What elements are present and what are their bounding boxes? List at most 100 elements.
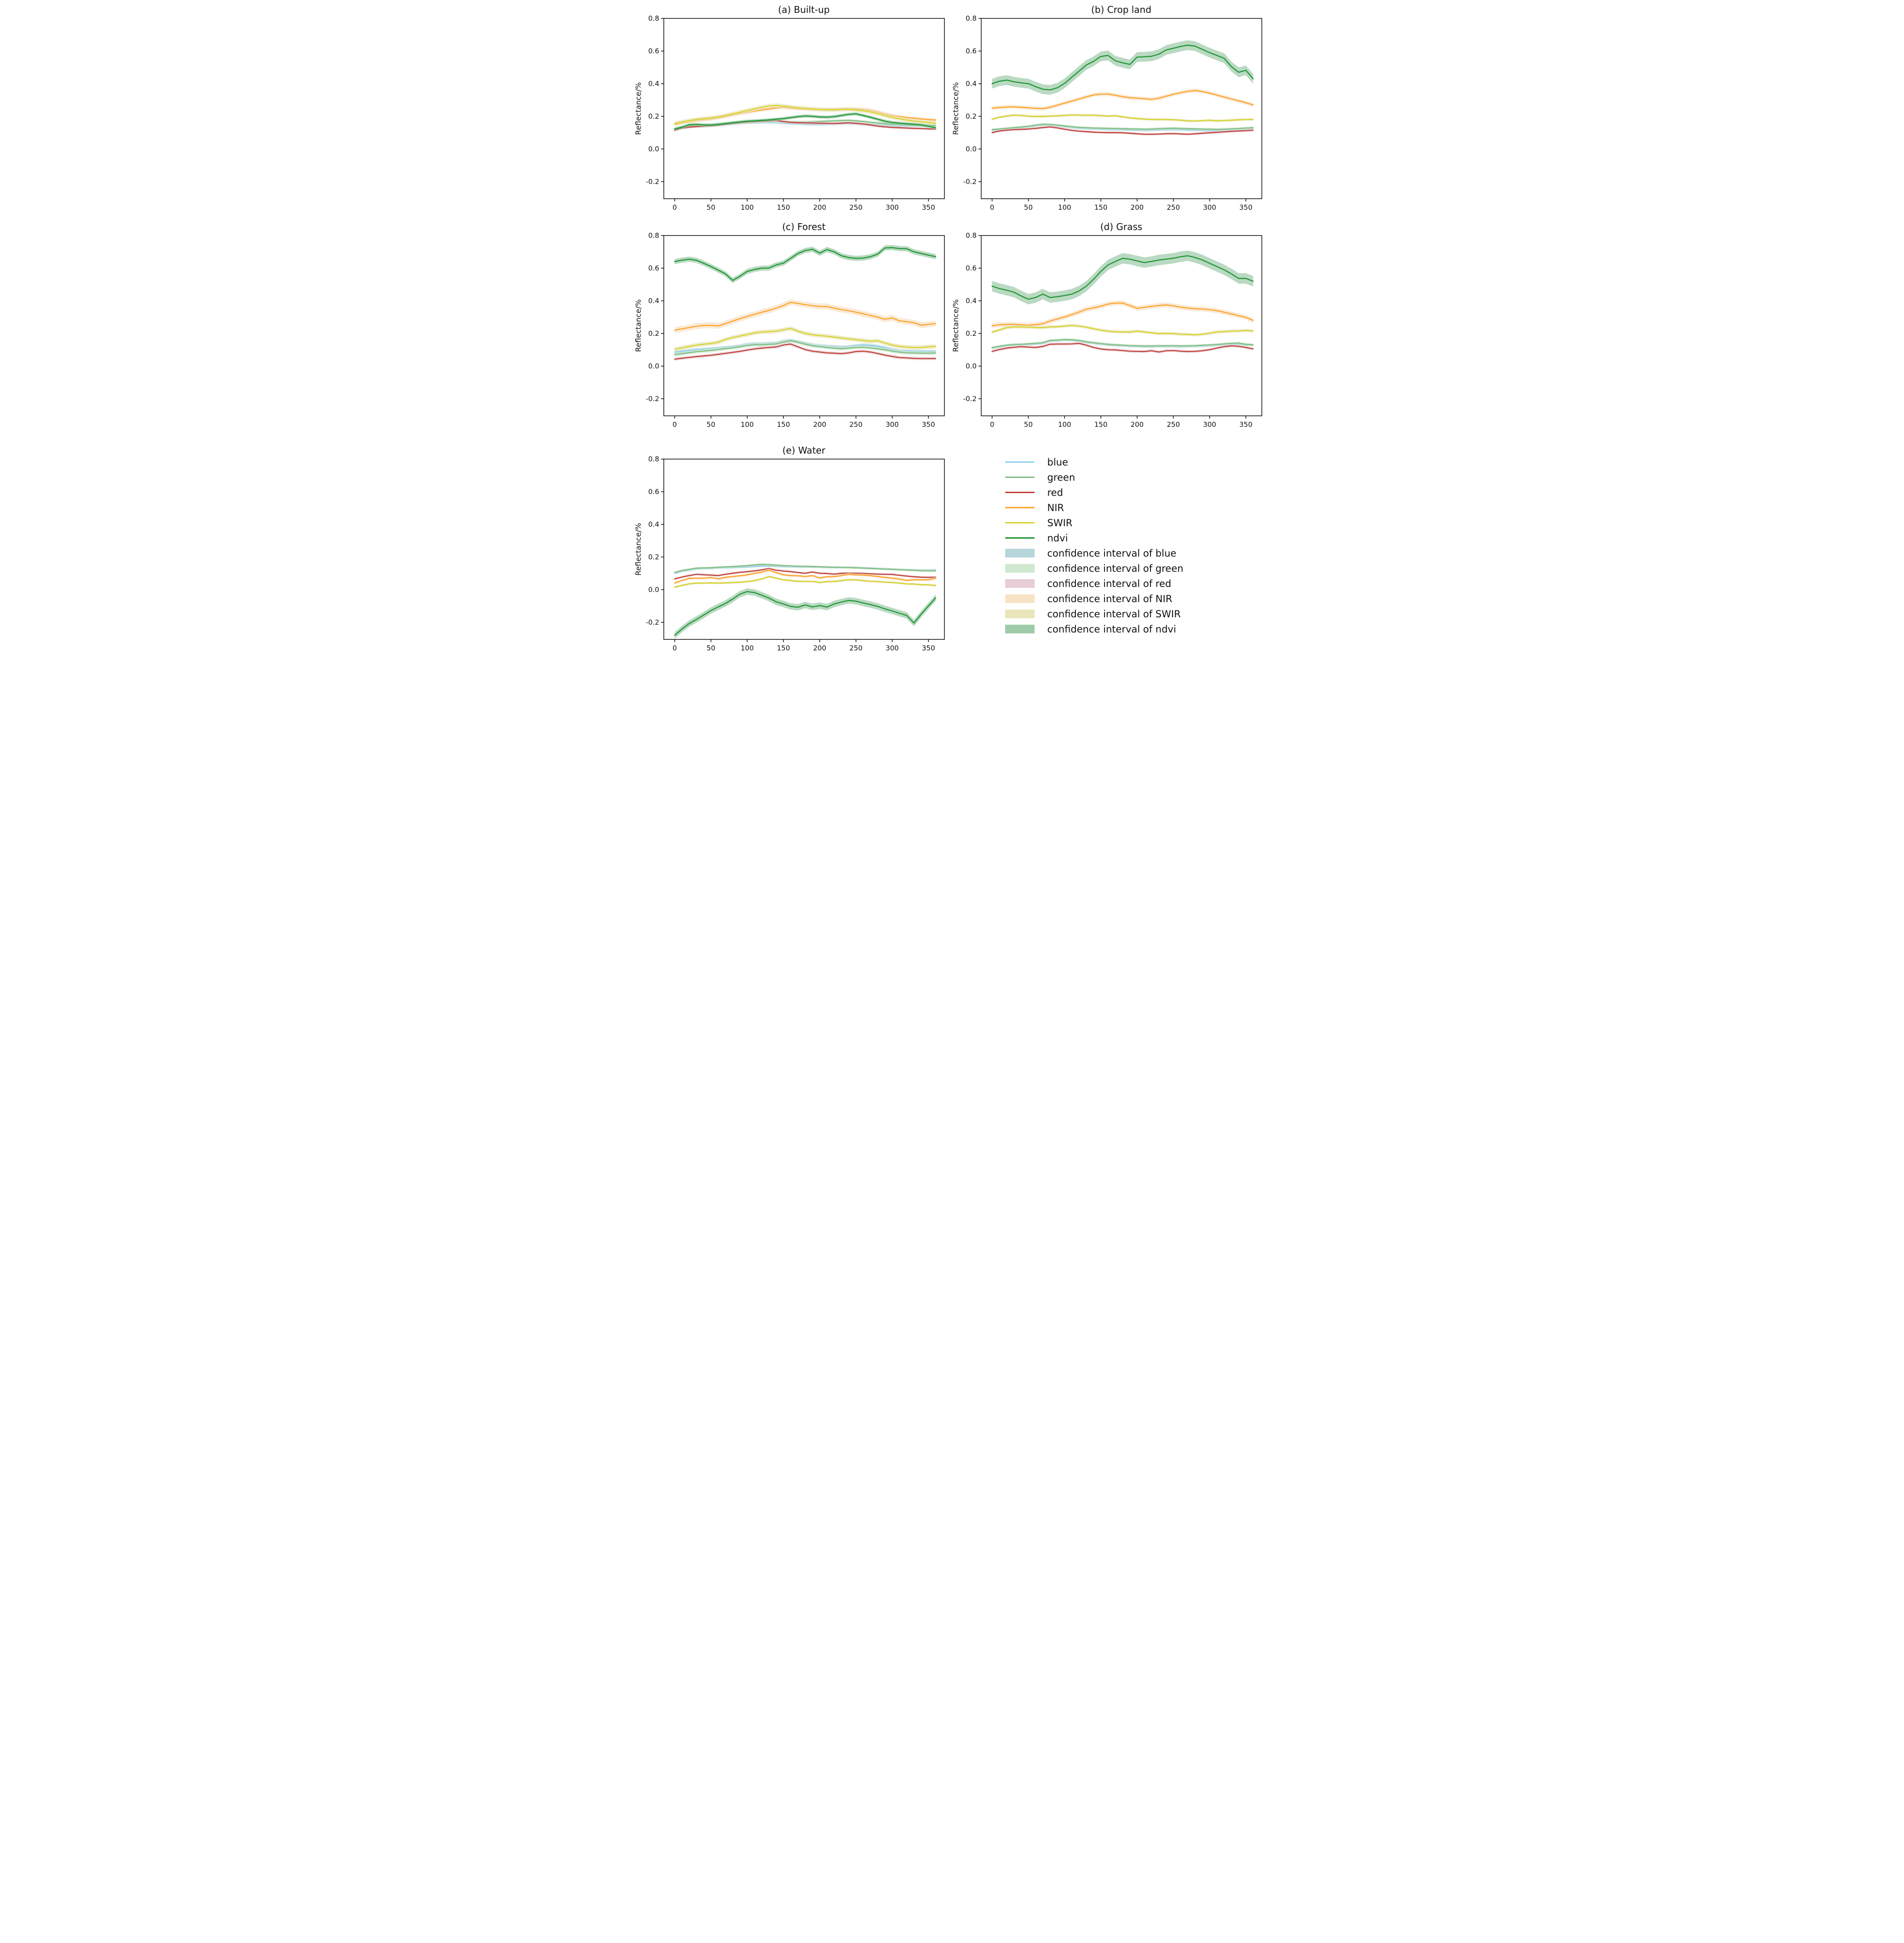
- svg-text:150: 150: [777, 420, 790, 429]
- legend-item-ci-red: confidence interval of red: [1005, 576, 1269, 591]
- svg-text:0.0: 0.0: [648, 362, 659, 370]
- svg-text:250: 250: [1167, 203, 1180, 212]
- svg-text:50: 50: [706, 644, 715, 652]
- svg-text:250: 250: [849, 203, 863, 212]
- legend-label: green: [1047, 471, 1076, 483]
- legend-label: NIR: [1047, 502, 1064, 513]
- svg-text:0.0: 0.0: [648, 586, 659, 594]
- svg-text:0.0: 0.0: [648, 145, 659, 153]
- svg-text:0: 0: [989, 420, 994, 429]
- svg-text:200: 200: [1130, 203, 1144, 212]
- legend-swatch-blue-line: [1005, 461, 1035, 463]
- svg-text:250: 250: [1167, 420, 1180, 429]
- svg-text:0.2: 0.2: [648, 112, 659, 121]
- svg-text:0.4: 0.4: [648, 297, 659, 305]
- svg-text:Reflectance/%: Reflectance/%: [952, 82, 960, 135]
- legend-item-ci-blue: confidence interval of blue: [1005, 546, 1269, 561]
- svg-text:250: 250: [849, 420, 863, 429]
- svg-text:-0.2: -0.2: [963, 395, 976, 403]
- svg-text:100: 100: [740, 644, 754, 652]
- svg-text:0.2: 0.2: [966, 329, 977, 338]
- svg-text:100: 100: [1058, 203, 1071, 212]
- legend-item-ndvi: ndvi: [1005, 530, 1269, 546]
- legend-swatch-green-line: [1005, 476, 1035, 478]
- panel-title-forest: (c) Forest: [782, 221, 826, 232]
- svg-text:300: 300: [886, 644, 899, 652]
- legend-swatch-blue-ci-patch: [1005, 549, 1035, 558]
- svg-text:0.2: 0.2: [648, 329, 659, 338]
- panel-title-grass: (d) Grass: [1100, 221, 1143, 232]
- legend-item-green: green: [1005, 470, 1269, 485]
- svg-text:0.8: 0.8: [648, 456, 659, 463]
- svg-text:100: 100: [740, 420, 754, 429]
- svg-text:0.4: 0.4: [648, 520, 659, 529]
- panel-built-up: (a) Built-up 0 50 100 150 200 250 300 350 0.8 0.6…: [634, 0, 952, 217]
- plot-grass: 0 50 100 150 200 250 300 350 0.8 0.6 0.4 0.2 0.0 -0.2…: [952, 233, 1262, 429]
- svg-text:-0.2: -0.2: [645, 178, 659, 186]
- svg-text:200: 200: [813, 644, 826, 652]
- svg-text:0.8: 0.8: [648, 16, 659, 23]
- svg-text:0: 0: [672, 203, 677, 212]
- legend-item-nir: NIR: [1005, 500, 1269, 515]
- svg-text:200: 200: [813, 420, 826, 429]
- panel-title-crop-land: (b) Crop land: [1091, 4, 1151, 15]
- legend-swatch-nir-ci-patch: [1005, 594, 1035, 603]
- panel-water: (e) Water 0 50 100 150 200 250 300 350 0.8 0.6 0.4…: [634, 441, 952, 653]
- svg-text:0.2: 0.2: [648, 553, 659, 561]
- legend-swatch-green-ci-patch: [1005, 564, 1035, 573]
- svg-text:50: 50: [1024, 203, 1032, 212]
- legend-swatch-red-line: [1005, 491, 1035, 494]
- svg-text:0.6: 0.6: [648, 47, 659, 55]
- svg-text:0.6: 0.6: [648, 488, 659, 496]
- svg-text:50: 50: [1024, 420, 1032, 429]
- plot-forest: 0 50 100 150 200 250 300 350 0.8 0.6 0.4 0.2 0.0 -0.2…: [634, 233, 945, 429]
- svg-text:0.8: 0.8: [648, 233, 659, 240]
- legend: blue green red NIR SWIR ndvi confidence …: [952, 441, 1269, 653]
- svg-text:0.6: 0.6: [966, 47, 977, 55]
- svg-text:300: 300: [1203, 420, 1216, 429]
- svg-text:0.0: 0.0: [966, 362, 977, 370]
- svg-text:200: 200: [1130, 420, 1144, 429]
- svg-text:0: 0: [672, 644, 677, 652]
- svg-text:-0.2: -0.2: [963, 178, 976, 186]
- legend-list: blue green red NIR SWIR ndvi confidence …: [1005, 454, 1269, 637]
- legend-item-swir: SWIR: [1005, 515, 1269, 530]
- svg-text:Reflectance/%: Reflectance/%: [634, 299, 643, 352]
- svg-text:0.4: 0.4: [648, 80, 659, 88]
- reflectance-figure: (a) Built-up 0 50 100 150 200 250 300 350 0.8 0.6…: [634, 0, 1270, 653]
- legend-label: blue: [1047, 456, 1068, 468]
- svg-text:350: 350: [922, 203, 935, 212]
- svg-text:150: 150: [777, 644, 790, 652]
- legend-swatch-ndvi-ci-patch: [1005, 625, 1035, 633]
- plot-water: 0 50 100 150 200 250 300 350 0.8 0.6 0.4 0.2 0.0 -0.2…: [634, 456, 945, 652]
- panel-grass: (d) Grass 0 50 100 150 200 250 300 350 0.8 0.6 0.4…: [952, 217, 1269, 441]
- legend-swatch-swir-ci-patch: [1005, 609, 1035, 618]
- svg-text:100: 100: [740, 203, 754, 212]
- legend-swatch-swir-line: [1005, 522, 1035, 524]
- svg-text:0.4: 0.4: [966, 80, 977, 88]
- legend-item-ci-swir: confidence interval of SWIR: [1005, 606, 1269, 621]
- legend-swatch-nir-line: [1005, 506, 1035, 509]
- legend-label: red: [1047, 487, 1063, 498]
- svg-text:0.2: 0.2: [966, 112, 977, 121]
- svg-text:350: 350: [1239, 420, 1253, 429]
- legend-label: confidence interval of red: [1047, 578, 1172, 589]
- svg-text:0: 0: [672, 420, 677, 429]
- legend-label: confidence interval of SWIR: [1047, 608, 1181, 620]
- legend-swatch-ndvi-line: [1005, 537, 1035, 539]
- svg-text:150: 150: [777, 203, 790, 212]
- svg-text:-0.2: -0.2: [645, 395, 659, 403]
- legend-label: confidence interval of green: [1047, 563, 1184, 574]
- svg-text:300: 300: [886, 420, 899, 429]
- legend-item-blue: blue: [1005, 454, 1269, 470]
- svg-text:150: 150: [1094, 203, 1107, 212]
- svg-text:350: 350: [922, 644, 935, 652]
- svg-text:0.8: 0.8: [966, 16, 977, 23]
- svg-text:300: 300: [1203, 203, 1216, 212]
- svg-text:0.0: 0.0: [966, 145, 977, 153]
- plot-built-up: 0 50 100 150 200 250 300 350 0.8 0.6 0.4 0.2 0.0 -0.2…: [634, 16, 945, 212]
- svg-text:Reflectance/%: Reflectance/%: [952, 299, 960, 352]
- legend-label: ndvi: [1047, 532, 1068, 544]
- svg-text:Reflectance/%: Reflectance/%: [634, 82, 643, 135]
- svg-text:150: 150: [1094, 420, 1107, 429]
